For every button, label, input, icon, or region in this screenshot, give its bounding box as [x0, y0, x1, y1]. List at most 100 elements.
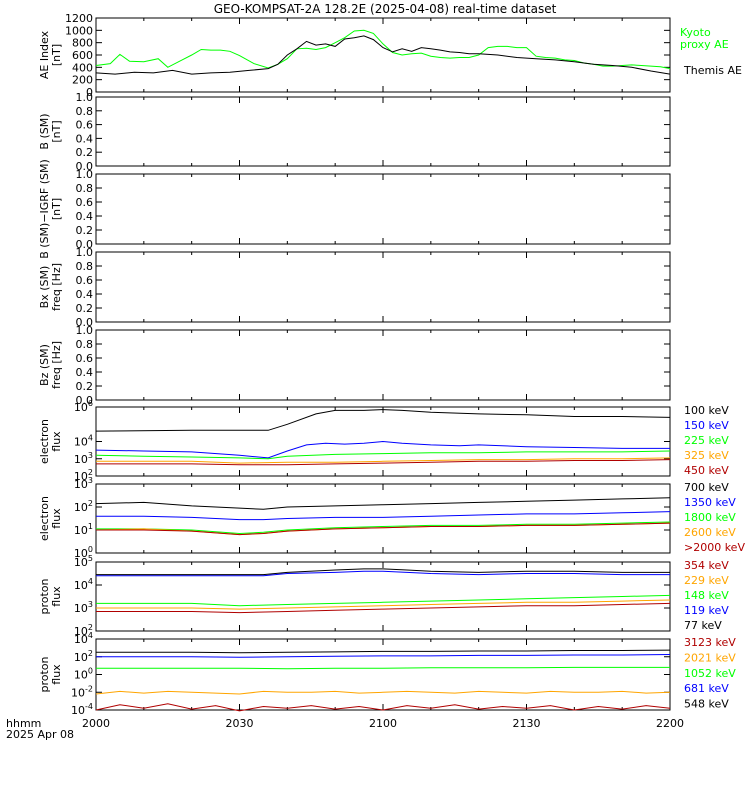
legend-entry: 1052 keV	[684, 667, 736, 680]
legend-entry: 77 keV	[684, 619, 722, 632]
series-line-119-kev	[96, 570, 670, 577]
legend-entry: 2600 keV	[684, 526, 736, 539]
legend-entry: 1800 keV	[684, 511, 736, 524]
y-axis-label: flux	[50, 586, 63, 607]
series-line-150-kev	[95, 440, 670, 459]
panel-frame	[95, 251, 671, 323]
series-line-3123-kev	[95, 703, 671, 712]
y-axis-label: [nT]	[50, 120, 63, 142]
y-tick-label: 0.8	[76, 338, 94, 351]
y-axis-label: [nT]	[50, 44, 63, 66]
legend-entry: 681 keV	[684, 682, 729, 695]
y-axis-label: Bz (SM)	[38, 344, 51, 386]
y-tick-label: 0.0	[76, 160, 94, 173]
x-tick-label: 2130	[513, 717, 541, 730]
series-line-548-kev	[96, 649, 671, 654]
panel-frame	[95, 96, 671, 167]
y-axis-label: proton	[38, 578, 51, 614]
legend-entry: 548 keV	[684, 698, 729, 711]
y-tick-label: 104	[74, 577, 93, 592]
y-tick-label: 101	[74, 522, 93, 537]
series-line-681-kev	[96, 654, 671, 658]
y-tick-label: 600	[72, 49, 93, 62]
y-axis-label: flux	[50, 508, 63, 529]
legend-entry: 700 keV	[684, 481, 729, 494]
panel-frame	[95, 561, 671, 632]
series-line-100-kev	[95, 409, 671, 432]
y-axis-label: flux	[50, 431, 63, 452]
y-tick-label: 1.0	[76, 246, 94, 259]
y-tick-label: 0.4	[76, 366, 94, 379]
series-line-325-kev	[96, 457, 671, 464]
y-tick-label: 103	[74, 476, 93, 491]
y-axis-label: freq [Hz]	[50, 341, 63, 389]
y-tick-label: 100	[74, 545, 93, 560]
y-tick-label: 0.6	[76, 196, 94, 209]
legend-entry: 3123 keV	[684, 636, 736, 649]
series-line-700-kev	[95, 497, 671, 510]
legend-entry: 100 keV	[684, 404, 729, 417]
y-axis-label: freq [Hz]	[50, 263, 63, 311]
y-axis-label: electron	[38, 419, 51, 464]
series-line-1800-kev	[96, 521, 671, 535]
y-tick-label: 0.4	[76, 210, 94, 223]
legend-entry: >2000 keV	[684, 541, 745, 554]
y-tick-label: 0.2	[76, 224, 94, 237]
y-axis-label: electron	[38, 496, 51, 541]
legend-entry: 225 keV	[684, 434, 729, 447]
y-tick-label: 0.8	[76, 105, 94, 118]
legend-entry: 1350 keV	[684, 496, 736, 509]
y-tick-label: 102	[74, 649, 93, 664]
y-tick-label: 102	[74, 499, 93, 514]
y-tick-label: 102	[74, 623, 93, 638]
legend-entry: 148 keV	[684, 589, 729, 602]
y-axis-label: [nT]	[50, 198, 63, 220]
y-tick-label: 104	[74, 434, 93, 449]
legend-entry: 150 keV	[684, 419, 729, 432]
panel-frame	[95, 173, 671, 245]
y-axis-label: Bx (SM)	[38, 266, 51, 309]
y-axis-label: AE Index	[38, 30, 51, 79]
y-tick-label: 0.8	[76, 260, 94, 273]
series-line-1052-kev	[96, 666, 670, 670]
chart-title: GEO-KOMPSAT-2A 128.2E (2025-04-08) real-…	[214, 2, 557, 16]
x-tick-label: 2030	[226, 717, 254, 730]
y-tick-label: 105	[74, 554, 93, 569]
y-axis-label: B (SM)	[38, 113, 51, 149]
y-tick-label: 100	[74, 667, 93, 682]
x-tick-label: 2000	[82, 717, 110, 730]
legend-entry: 2021 keV	[684, 651, 736, 664]
series-line-225-kev	[95, 450, 671, 460]
y-axis-label: proton	[38, 656, 51, 692]
panel-frame	[95, 17, 671, 93]
y-tick-label: 0.6	[76, 274, 94, 287]
panel-frame	[95, 329, 671, 401]
y-tick-label: 1.0	[76, 168, 94, 181]
y-tick-label: 1.0	[76, 91, 94, 104]
y-tick-label: 0.8	[76, 182, 94, 195]
x-corner-label-2: 2025 Apr 08	[6, 728, 74, 741]
y-tick-label: 10-4	[71, 702, 93, 717]
legend-entry: 354 keV	[684, 559, 729, 572]
y-tick-label: 800	[72, 37, 93, 50]
series-line-1350-kev	[96, 511, 671, 521]
legend-entry: 325 keV	[684, 449, 729, 462]
y-tick-label: 0.4	[76, 288, 94, 301]
series-line--2000-kev	[96, 522, 671, 536]
y-tick-label: 103	[74, 600, 93, 615]
panel-frame	[95, 638, 671, 711]
y-axis-label: flux	[50, 664, 63, 685]
y-tick-label: 10-2	[71, 684, 93, 699]
y-axis-label: B (SM)−IGRF (SM)	[38, 159, 51, 259]
x-tick-label: 2100	[369, 717, 397, 730]
y-tick-label: 0.0	[76, 238, 94, 251]
legend-entry: 119 keV	[684, 604, 729, 617]
legend-entry: 229 keV	[684, 574, 729, 587]
legend-entry: proxy AE	[680, 38, 729, 51]
y-tick-label: 0.6	[76, 119, 94, 132]
series-line-2021-kev	[95, 690, 671, 695]
y-tick-label: 0.2	[76, 380, 94, 393]
y-tick-label: 200	[72, 74, 93, 87]
y-tick-label: 0.4	[76, 132, 94, 145]
